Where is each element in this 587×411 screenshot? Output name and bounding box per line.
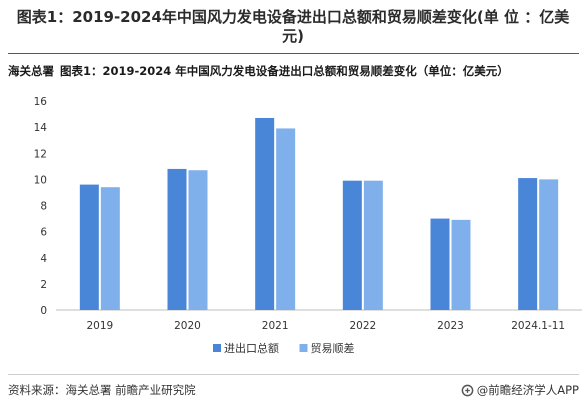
y-tick-label-7: 14 <box>34 122 48 134</box>
x-tick-label-3: 2022 <box>349 320 376 332</box>
brand-logo-icon <box>461 384 474 396</box>
y-tick-label-2: 4 <box>40 253 47 265</box>
y-tick-label-4: 8 <box>40 201 47 213</box>
x-tick-label-0: 2019 <box>86 320 113 332</box>
bar-进出口总额-2022 <box>342 180 362 310</box>
chart-source-tag: 海关总署 <box>8 64 54 78</box>
footer-brand: @前瞻经济学人APP <box>461 382 579 398</box>
x-tick-label-4: 2023 <box>437 320 464 332</box>
chart-title: 图表1：2019-2024 年中国风力发电设备进出口总额和贸易顺差变化（单位：亿… <box>60 64 509 78</box>
x-tick-label-1: 2020 <box>174 320 201 332</box>
x-tick-label-2: 2021 <box>262 320 289 332</box>
legend: 进出口总额 贸易顺差 <box>213 341 355 355</box>
chart-header: 海关总署 图表1：2019-2024 年中国风力发电设备进出口总额和贸易顺差变化（… <box>8 63 583 79</box>
y-tick-label-3: 6 <box>40 227 47 239</box>
bar-进出口总额-2019 <box>79 184 99 310</box>
bar-贸易顺差-2023 <box>451 219 471 310</box>
x-axis-labels: 2019 2020 2021 2022 2023 2024.1-11 <box>86 320 565 332</box>
bars <box>79 117 559 310</box>
legend-label-0: 进出口总额 <box>224 341 279 355</box>
legend-label-1: 贸易顺差 <box>311 341 355 355</box>
title-divider <box>8 53 579 54</box>
bar-贸易顺差-2024.1-11 <box>539 179 559 310</box>
bar-进出口总额-2020 <box>167 168 187 310</box>
y-tick-label-8: 16 <box>34 96 48 108</box>
y-tick-label-1: 2 <box>40 279 47 291</box>
y-tick-label-6: 12 <box>34 148 47 160</box>
y-tick-label-0: 0 <box>40 305 47 317</box>
footer-source: 资料来源：海关总署 前瞻产业研究院 <box>8 383 196 397</box>
footer-divider <box>8 374 579 375</box>
y-axis-ticks: 0 2 4 6 8 10 12 14 16 <box>34 96 48 317</box>
bar-贸易顺差-2022 <box>363 180 383 310</box>
page-title: 图表1：2019-2024年中国风力发电设备进出口总额和贸易顺差变化(单 位 ：… <box>16 8 570 45</box>
y-tick-label-5: 10 <box>34 174 47 186</box>
legend-swatch-1 <box>299 344 308 352</box>
bar-贸易顺差-2021 <box>276 128 296 310</box>
legend-swatch-0 <box>213 344 221 352</box>
bar-进出口总额-2024.1-11 <box>518 178 538 310</box>
bar-贸易顺差-2019 <box>100 187 120 310</box>
bar-进出口总额-2023 <box>430 218 450 310</box>
bar-进出口总额-2021 <box>255 117 275 310</box>
bar-贸易顺差-2020 <box>188 170 208 310</box>
x-tick-label-5: 2024.1-11 <box>511 320 565 332</box>
footer-brand-label: @前瞻经济学人APP <box>476 383 579 397</box>
